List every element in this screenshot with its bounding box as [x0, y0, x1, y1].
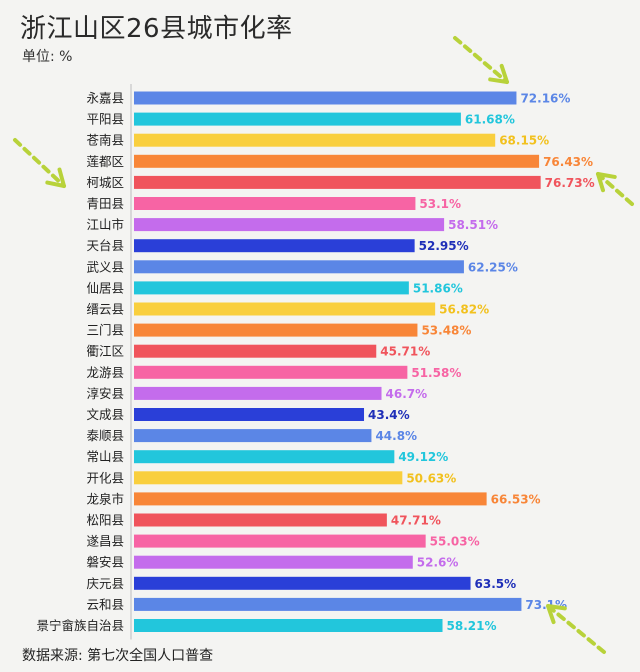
category-label: 文成县 — [86, 407, 124, 422]
value-label: 72.16% — [520, 92, 570, 106]
bar — [134, 112, 461, 126]
value-label: 52.6% — [417, 556, 459, 570]
value-label: 46.7% — [386, 387, 428, 401]
category-label: 磐安县 — [86, 555, 124, 570]
value-label: 53.48% — [421, 324, 471, 338]
value-labels: 72.16% 61.68% 68.15% 76.43% 76.73% 53.1% 58.51… — [368, 92, 595, 634]
category-label: 常山县 — [86, 449, 124, 464]
bar — [134, 154, 540, 168]
bar — [134, 302, 436, 316]
value-label: 58.21% — [447, 619, 497, 633]
value-label: 50.63% — [406, 471, 456, 485]
arrow-left — [13, 138, 66, 188]
value-label: 62.25% — [468, 260, 518, 274]
category-label: 云和县 — [86, 597, 124, 612]
value-label: 51.58% — [411, 366, 461, 380]
data-source: 数据来源: 第七次全国人口普查 — [22, 648, 214, 664]
bar — [134, 429, 372, 443]
value-label: 76.43% — [543, 155, 593, 169]
bar — [134, 218, 445, 232]
value-label: 58.51% — [448, 218, 498, 232]
category-label: 衢江区 — [86, 344, 124, 359]
arrow-bottom-right — [546, 604, 606, 654]
bar — [134, 513, 387, 527]
bar — [134, 260, 464, 274]
value-label: 66.53% — [491, 492, 541, 506]
category-label: 柯城区 — [86, 175, 124, 190]
category-label: 平阳县 — [86, 112, 124, 127]
bar — [134, 386, 382, 400]
value-label: 56.82% — [439, 303, 489, 317]
bar — [134, 534, 426, 548]
arrow-top-right — [453, 36, 509, 84]
category-label: 天台县 — [86, 238, 124, 253]
value-label: 47.71% — [391, 514, 441, 528]
category-label: 松阳县 — [86, 513, 124, 528]
arrow-right — [596, 172, 634, 206]
bar — [134, 239, 415, 253]
value-label: 45.71% — [380, 345, 430, 359]
category-label: 青田县 — [86, 196, 124, 211]
value-label: 61.68% — [465, 113, 515, 127]
value-label: 76.73% — [545, 176, 595, 190]
value-label: 68.15% — [499, 134, 549, 148]
category-label: 永嘉县 — [86, 91, 124, 106]
bar — [134, 492, 487, 506]
category-label: 苍南县 — [86, 133, 124, 148]
category-label: 景宁畲族自治县 — [36, 618, 124, 633]
category-label: 莲都区 — [86, 154, 124, 169]
bar — [134, 619, 443, 632]
bar — [134, 91, 517, 105]
bar — [134, 197, 416, 210]
category-label: 开化县 — [86, 470, 124, 485]
category-axis: 永嘉县平阳县苍南县莲都区柯城区青田县江山市天台县武义县仙居县缙云县三门县衢江区龙… — [36, 84, 132, 640]
value-label: 53.1% — [419, 197, 461, 211]
category-label: 龙游县 — [86, 365, 124, 380]
value-label: 44.8% — [375, 429, 417, 443]
bar — [134, 408, 365, 421]
category-label: 武义县 — [86, 259, 124, 274]
value-label: 73.1% — [525, 598, 567, 612]
bar — [134, 450, 395, 464]
bar — [134, 323, 418, 337]
category-label: 江山市 — [86, 217, 124, 232]
category-label: 泰顺县 — [86, 428, 124, 443]
value-label: 63.5% — [475, 577, 517, 591]
bars — [134, 91, 541, 632]
value-label: 51.86% — [413, 281, 463, 295]
category-label: 龙泉市 — [86, 491, 124, 506]
bar — [134, 133, 496, 147]
bar — [134, 576, 471, 590]
bar — [134, 597, 522, 611]
value-label: 55.03% — [430, 535, 480, 549]
value-label: 43.4% — [368, 408, 410, 422]
category-label: 仙居县 — [86, 280, 124, 295]
highlight-arrows — [13, 36, 634, 654]
unit-label: 单位: % — [22, 49, 73, 65]
bar — [134, 175, 541, 189]
chart-title: 浙江山区26县城市化率 — [20, 14, 293, 44]
category-label: 淳安县 — [86, 386, 124, 401]
category-label: 遂昌县 — [86, 534, 124, 549]
bar — [134, 365, 408, 379]
bar — [134, 471, 403, 485]
value-label: 52.95% — [419, 239, 469, 253]
bar — [134, 555, 413, 569]
bar — [134, 344, 377, 358]
bar — [134, 281, 409, 295]
category-label: 庆元县 — [86, 576, 124, 591]
category-label: 三门县 — [86, 323, 124, 338]
value-label: 49.12% — [398, 450, 448, 464]
category-label: 缙云县 — [86, 302, 124, 317]
